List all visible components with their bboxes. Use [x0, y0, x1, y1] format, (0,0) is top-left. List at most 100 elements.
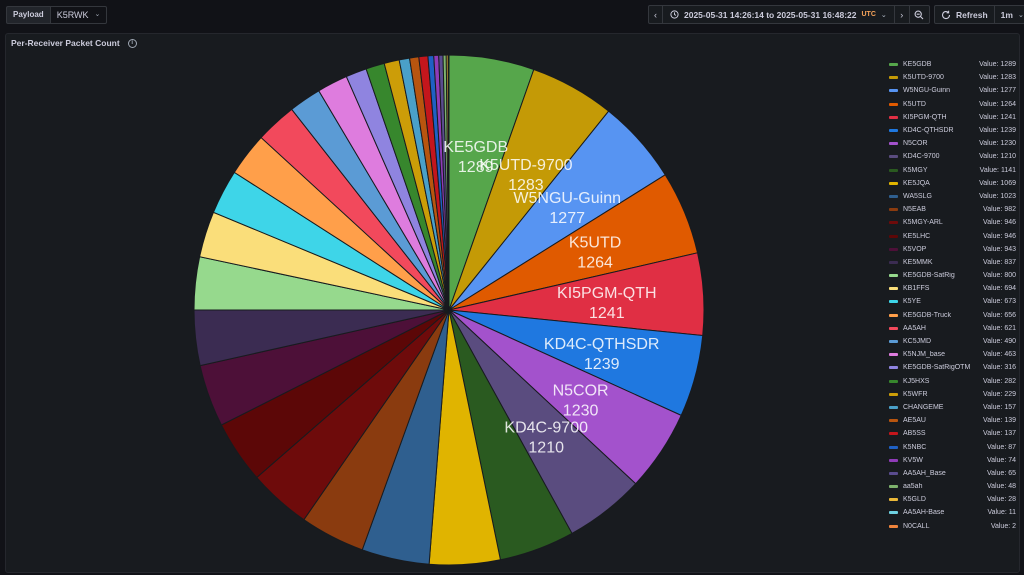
legend-label: K5NBC [903, 443, 927, 451]
slice-value-label: 1283 [508, 177, 544, 194]
legend-value: Value: 694 [983, 285, 1016, 293]
legend-item[interactable]: N5EAB Value: 982 [889, 203, 1016, 216]
time-shift-back-button[interactable]: ‹ [648, 5, 663, 24]
pie-chart-panel: KE5GDB 1289 K5UTD-9700 1283 W5NGU-Guinn 1277 K… [5, 33, 1020, 573]
legend-item[interactable]: N0CALL Value: 2 [889, 520, 1016, 533]
legend-value: Value: 800 [983, 272, 1016, 280]
refresh-icon [942, 10, 951, 19]
legend-item[interactable]: K5YE Value: 673 [889, 295, 1016, 308]
legend-item[interactable]: KI5PGM-QTH Value: 1241 [889, 111, 1016, 124]
legend-swatch [889, 274, 898, 278]
legend-value: Value: 1210 [979, 153, 1016, 161]
legend-item[interactable]: AA5AH_Base Value: 65 [889, 467, 1016, 480]
legend-item[interactable]: KE5MMK Value: 837 [889, 256, 1016, 269]
legend-swatch [889, 366, 898, 370]
legend-item[interactable]: KE5LHC Value: 946 [889, 229, 1016, 242]
legend-item[interactable]: W5NGU-Guinn Value: 1277 [889, 84, 1016, 97]
legend-value: Value: 1023 [979, 192, 1016, 200]
refresh-button[interactable]: Refresh [934, 5, 995, 24]
legend-item[interactable]: K5MGY-ARL Value: 946 [889, 216, 1016, 229]
legend-item[interactable]: CHANGEME Value: 157 [889, 401, 1016, 414]
payload-select[interactable]: K5RWK ⌄ [49, 6, 108, 24]
legend-item[interactable]: K5VOP Value: 943 [889, 243, 1016, 256]
legend-item[interactable]: K5GLD Value: 28 [889, 493, 1016, 506]
legend-swatch [889, 168, 898, 172]
legend-item[interactable]: AE5AU Value: 139 [889, 414, 1016, 427]
chevron-right-icon: › [900, 9, 904, 20]
legend-label: KE5GDB-Truck [903, 311, 951, 319]
legend-item[interactable]: AA5AH Value: 621 [889, 322, 1016, 335]
legend-item[interactable]: KJ5HXS Value: 282 [889, 375, 1016, 388]
legend-item[interactable]: K5WFR Value: 229 [889, 388, 1016, 401]
legend-swatch [889, 313, 898, 317]
slice-value-label: 1239 [584, 356, 620, 373]
legend-label: K5MGY [903, 166, 928, 174]
info-icon[interactable]: i [127, 38, 137, 48]
legend-label: KE5GDB [903, 61, 932, 69]
legend-swatch [889, 471, 898, 475]
legend-item[interactable]: K5NJM_base Value: 463 [889, 348, 1016, 361]
legend-item[interactable]: KD4C-QTHSDR Value: 1239 [889, 124, 1016, 137]
legend-item[interactable]: K5NBC Value: 87 [889, 440, 1016, 453]
legend-value: Value: 1069 [979, 179, 1016, 187]
legend-item[interactable]: N5COR Value: 1230 [889, 137, 1016, 150]
legend-label: KE5GDB-SatRigOTM [903, 364, 971, 372]
legend-swatch [889, 115, 898, 119]
legend-value: Value: 1277 [979, 87, 1016, 95]
legend-item[interactable]: K5UTD Value: 1264 [889, 98, 1016, 111]
legend-label: K5UTD [903, 100, 926, 108]
legend-item[interactable]: KV5W Value: 74 [889, 454, 1016, 467]
legend-value: Value: 137 [983, 430, 1016, 438]
legend-item[interactable]: KE5GDB-SatRigOTM Value: 316 [889, 361, 1016, 374]
legend-item[interactable]: KB1FFS Value: 694 [889, 282, 1016, 295]
legend-label: aa5ah [903, 483, 923, 491]
legend-item[interactable]: KE5GDB-SatRig Value: 800 [889, 269, 1016, 282]
timezone-badge: UTC [861, 11, 876, 18]
legend-label: KD4C-QTHSDR [903, 127, 954, 135]
legend-item[interactable]: K5MGY Value: 1141 [889, 164, 1016, 177]
legend-value: Value: 157 [983, 403, 1016, 411]
legend-value: Value: 229 [983, 390, 1016, 398]
legend-value: Value: 48 [986, 483, 1016, 491]
legend-label: WA5SLG [903, 192, 932, 200]
legend-label: AE5AU [903, 417, 926, 425]
legend-item[interactable]: aa5ah Value: 48 [889, 480, 1016, 493]
legend-item[interactable]: AA5AH-Base Value: 11 [889, 506, 1016, 519]
refresh-interval-select[interactable]: 1m ⌄ [994, 5, 1024, 24]
legend-swatch [889, 340, 898, 344]
slice-label: KD4C-QTHSDR [544, 336, 660, 353]
time-range-text: 2025-05-31 14:26:14 to 2025-05-31 16:48:… [684, 9, 857, 20]
legend-item[interactable]: WA5SLG Value: 1023 [889, 190, 1016, 203]
legend-label: AA5AH [903, 324, 926, 332]
legend-swatch [889, 405, 898, 409]
legend-label: K5UTD-9700 [903, 74, 944, 82]
refresh-interval-value: 1m [1000, 9, 1013, 20]
legend-item[interactable]: AB5SS Value: 137 [889, 427, 1016, 440]
time-range-button[interactable]: 2025-05-31 14:26:14 to 2025-05-31 16:48:… [663, 5, 895, 24]
legend-value: Value: 1141 [979, 166, 1016, 174]
time-shift-forward-button[interactable]: › [894, 5, 910, 24]
slice-label: KE5GDB [443, 139, 508, 156]
legend-label: W5NGU-Guinn [903, 87, 951, 95]
legend-swatch [889, 208, 898, 212]
legend-item[interactable]: KD4C-9700 Value: 1210 [889, 150, 1016, 163]
slice-value-label: 1230 [563, 403, 599, 420]
legend-item[interactable]: KC5JMD Value: 490 [889, 335, 1016, 348]
zoom-out-button[interactable] [909, 5, 930, 24]
legend-value: Value: 673 [983, 298, 1016, 306]
legend-value: Value: 1230 [979, 140, 1016, 148]
legend-value: Value: 946 [983, 219, 1016, 227]
legend-item[interactable]: KE5JQA Value: 1069 [889, 177, 1016, 190]
legend-swatch [889, 194, 898, 198]
legend-item[interactable]: K5UTD-9700 Value: 1283 [889, 71, 1016, 84]
legend-value: Value: 1264 [979, 100, 1016, 108]
legend-label: KE5MMK [903, 258, 933, 266]
chart-legend: KE5GDB Value: 1289 K5UTD-9700 Value: 1283 W5… [889, 58, 1016, 533]
legend-swatch [889, 498, 898, 502]
legend-swatch [889, 142, 898, 146]
legend-item[interactable]: KE5GDB Value: 1289 [889, 58, 1016, 71]
legend-swatch [889, 419, 898, 423]
legend-value: Value: 463 [983, 351, 1016, 359]
legend-item[interactable]: KE5GDB-Truck Value: 656 [889, 309, 1016, 322]
